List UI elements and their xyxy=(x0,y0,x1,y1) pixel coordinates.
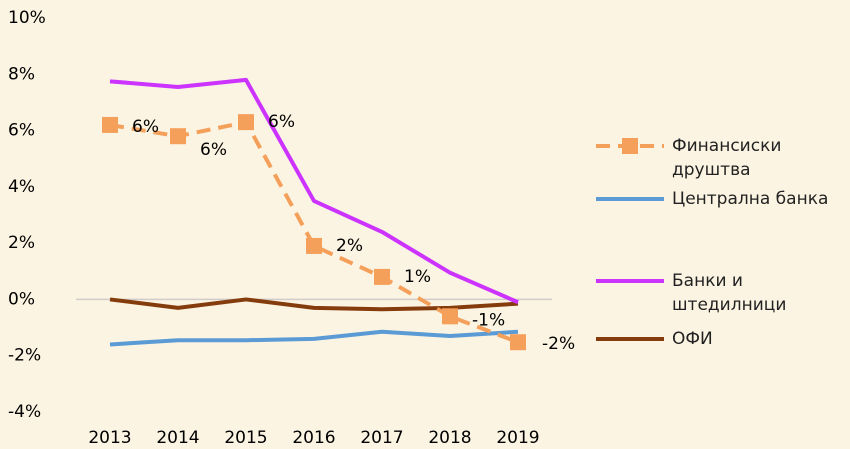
data-label: 6% xyxy=(200,140,227,160)
data-label: 1% xyxy=(404,267,431,287)
y-tick-label: -2% xyxy=(8,346,41,366)
y-tick-label: 10% xyxy=(8,8,46,28)
legend-label: ОФИ xyxy=(672,329,713,349)
marker xyxy=(510,334,526,351)
data-label: -1% xyxy=(472,310,505,330)
x-tick-label: 2014 xyxy=(156,428,199,448)
marker xyxy=(170,128,186,145)
x-tick-label: 2016 xyxy=(292,428,335,448)
series-line xyxy=(109,77,519,305)
y-tick-label: 4% xyxy=(8,177,35,197)
legend-label: Централна банка xyxy=(672,189,829,209)
legend-label: Финансиски друштва xyxy=(672,136,782,180)
y-tick-label: 8% xyxy=(8,64,35,84)
x-tick-label: 2018 xyxy=(428,428,471,448)
x-tick-label: 2015 xyxy=(224,428,267,448)
x-tick-label: 2019 xyxy=(496,428,539,448)
x-tick-label: 2017 xyxy=(360,428,403,448)
marker xyxy=(306,237,322,254)
data-label: -2% xyxy=(542,334,575,354)
data-label: 2% xyxy=(336,236,363,256)
series-line xyxy=(109,297,519,312)
y-tick-label: -4% xyxy=(8,402,41,422)
marker xyxy=(102,116,118,133)
marker xyxy=(442,308,458,325)
data-label: 6% xyxy=(132,117,159,137)
x-tick-label: 2013 xyxy=(88,428,131,448)
legend-marker xyxy=(622,138,638,154)
y-tick-label: 0% xyxy=(8,289,35,309)
marker xyxy=(238,114,254,131)
series-line xyxy=(109,329,519,347)
data-label: 6% xyxy=(268,112,295,132)
marker xyxy=(374,268,390,285)
y-tick-label: 6% xyxy=(8,121,35,141)
legend-label: Банки и штедилници xyxy=(672,271,787,315)
y-tick-label: 2% xyxy=(8,233,35,253)
